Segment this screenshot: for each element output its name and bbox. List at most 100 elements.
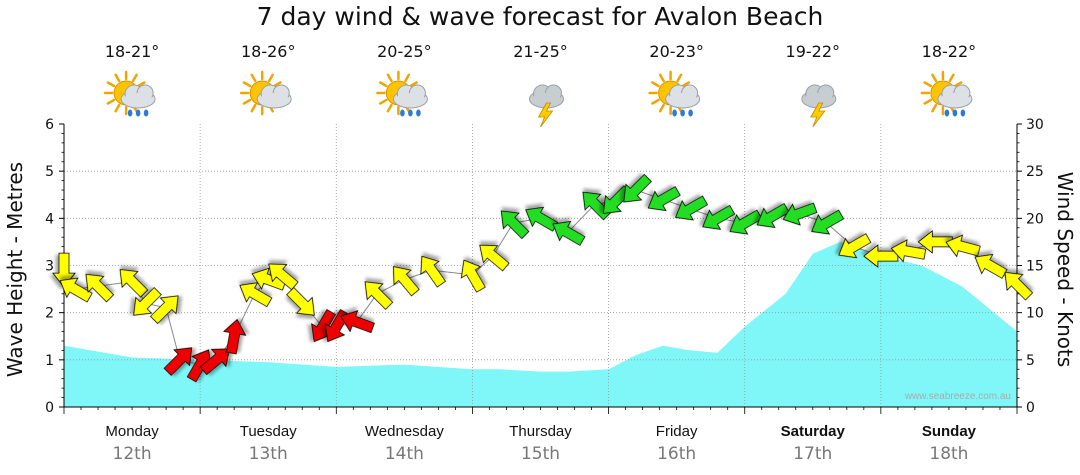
left-axis-title: Wave Height - Metres: [3, 162, 27, 377]
wind-arrow: [286, 287, 315, 316]
wind-arrow-shape: [239, 282, 273, 308]
rain-drop: [143, 109, 149, 117]
left-tick-label: 0: [45, 400, 54, 416]
wind-arrow-shape: [52, 252, 76, 288]
rain-drop: [408, 109, 413, 117]
wind-arrow: [675, 195, 709, 221]
sun-ray: [106, 81, 116, 88]
sun-ray: [651, 98, 660, 105]
wind-arrow: [1004, 271, 1034, 301]
right-tick-label: 25: [1026, 164, 1044, 180]
wind-arrow-shape: [223, 318, 247, 355]
wind-arrow-shape: [811, 209, 845, 235]
wind-arrow-shape: [623, 173, 652, 203]
sun-ray: [114, 103, 121, 113]
wind-arrow: [647, 186, 681, 212]
lightning-bolt: [537, 102, 554, 128]
sun-ray: [658, 103, 665, 113]
day-date-label: 13th: [249, 444, 288, 464]
sun-ray: [681, 81, 691, 88]
wind-arrow: [460, 259, 486, 293]
wind-arrow: [239, 282, 273, 308]
wind-arrow-shape: [602, 185, 632, 214]
wind-arrow: [52, 252, 76, 288]
sun-ray: [273, 81, 282, 88]
wind-arrow-shape: [756, 203, 790, 228]
wind-arrow: [811, 209, 845, 235]
wind-arrow-shape: [552, 220, 586, 246]
wind-arrow: [223, 318, 247, 355]
rain-drop: [688, 109, 693, 117]
wind-arrow-shape: [133, 287, 162, 316]
wind-arrow: [364, 281, 394, 310]
wave-height-area: [64, 241, 1017, 407]
right-tick-label: 20: [1026, 211, 1044, 227]
rain-drop: [944, 109, 950, 117]
wind-arrow: [420, 255, 447, 288]
cloud-shape: [531, 93, 562, 107]
sun-ray: [267, 73, 274, 83]
wind-arrow: [199, 348, 231, 376]
day-name-label: Tuesday: [240, 423, 297, 440]
wind-arrow-shape: [917, 230, 953, 254]
wind-arrow-shape: [268, 263, 299, 291]
day-temperature: 18-22°: [921, 42, 977, 61]
wind-arrow: [974, 253, 1008, 279]
wind-arrow-shape: [890, 239, 927, 263]
rain-drop: [680, 109, 685, 117]
sun-cloud-icon: [239, 70, 292, 116]
wind-arrow: [838, 233, 872, 259]
wind-arrow: [729, 209, 763, 235]
rain-drop: [135, 109, 141, 117]
wind-arrow: [149, 295, 179, 325]
sun-cloud-rain-icon: [103, 70, 156, 117]
sun-ray: [386, 73, 393, 83]
wind-arrow: [623, 173, 652, 203]
sun-ray: [923, 81, 933, 88]
wind-arrow-shape: [479, 244, 510, 272]
wind-arrow: [782, 202, 818, 226]
sun-cloud-rain-icon: [648, 70, 701, 117]
rain-drop: [952, 109, 958, 117]
left-tick-label: 3: [45, 259, 54, 275]
wind-arrow: [917, 230, 953, 254]
day-temperature: 20-25°: [377, 42, 432, 61]
wind-arrow: [945, 234, 981, 258]
day-name-label: Monday: [105, 423, 159, 440]
sun-ray: [931, 73, 938, 83]
wind-arrow: [500, 210, 530, 240]
cloud-shape: [939, 93, 970, 107]
day-date-label: 14th: [385, 444, 424, 464]
wind-arrow-shape: [85, 273, 115, 303]
wind-arrow-shape: [119, 269, 149, 298]
sun-ray: [386, 103, 393, 113]
left-tick-label: 1: [45, 353, 54, 369]
cloud-shape: [123, 93, 154, 107]
sun-ray: [651, 81, 660, 88]
day-temperature: 21-25°: [513, 42, 568, 61]
sun-ray: [250, 103, 257, 113]
right-tick-label: 10: [1026, 306, 1044, 322]
wind-arrow-shape: [149, 295, 179, 325]
sun-ray: [404, 73, 411, 83]
left-tick-label: 6: [45, 117, 54, 133]
left-tick-label: 5: [45, 164, 54, 180]
right-tick-label: 30: [1026, 117, 1044, 133]
day-name-label: Wednesday: [365, 423, 444, 440]
sun-ray: [250, 73, 257, 83]
sun-ray: [378, 81, 388, 88]
day-temperature: 18-21°: [104, 42, 160, 61]
cloud-shape: [395, 93, 426, 107]
day-name-label: Sunday: [922, 423, 977, 440]
sun-ray: [923, 98, 933, 105]
wind-arrow: [340, 310, 375, 334]
left-tick-label: 2: [45, 306, 54, 322]
sun-ray: [676, 73, 683, 83]
wind-arrow-shape: [340, 310, 375, 334]
wind-arrow-shape: [525, 206, 559, 232]
chart-title: 7 day wind & wave forecast for Avalon Be…: [256, 2, 824, 31]
wind-arrow-shape: [59, 277, 93, 303]
rain-drop: [416, 109, 421, 117]
wind-arrow: [393, 266, 420, 297]
